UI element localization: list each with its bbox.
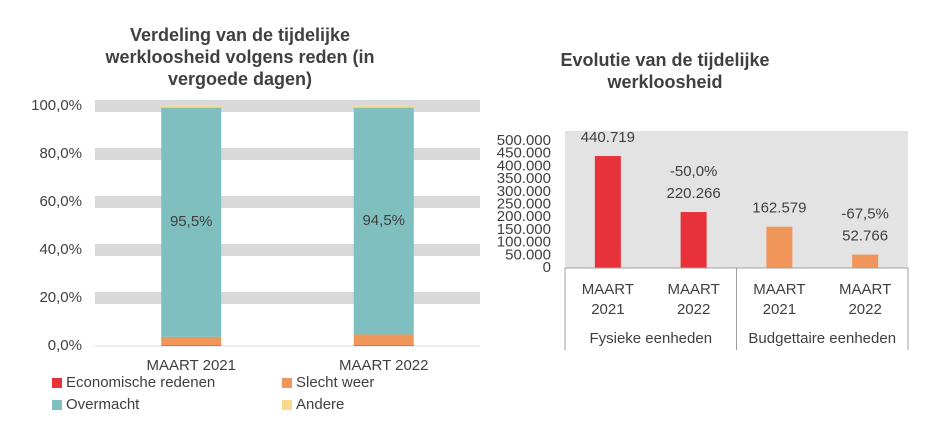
plot-area [565, 131, 908, 268]
y-tick-label: 400.000 [497, 157, 551, 174]
bar [594, 156, 621, 268]
annotation: -67,5% [841, 206, 889, 223]
bar-segment [353, 334, 414, 346]
bar-segment [161, 336, 222, 346]
y-tick-label: 40,0% [39, 241, 82, 258]
chart-title: Evolutie van de tijdelijke werkloosheid [560, 50, 770, 92]
y-tick-label: 0 [543, 259, 551, 276]
y-tick-label: 80,0% [39, 145, 82, 162]
y-tick-label: 500.000 [497, 132, 551, 149]
legend-label: Andere [296, 396, 344, 413]
legend-swatch [282, 400, 292, 410]
data-label: 220.266 [667, 185, 721, 202]
y-tick-label: 100.000 [497, 234, 551, 251]
x-tick-label: MAART 2022 [667, 281, 720, 318]
bar [766, 226, 793, 268]
y-tick-label: 150.000 [497, 221, 551, 238]
legend-swatch [52, 400, 62, 410]
y-tick-label: 300.000 [497, 183, 551, 200]
y-tick-label: 350.000 [497, 170, 551, 187]
data-label: 162.579 [752, 200, 806, 217]
y-tick-label: 250.000 [497, 195, 551, 212]
x-tick-label: MAART 2022 [839, 281, 892, 318]
legend-swatch [282, 378, 292, 388]
y-tick-label: 20,0% [39, 289, 82, 306]
bar [680, 212, 707, 268]
bar [852, 254, 879, 268]
group-label: Fysieke eenheden [589, 330, 713, 347]
x-tick-label: MAART 2021 [581, 281, 634, 318]
legend-label: Overmacht [66, 396, 140, 413]
chart-title: Verdeling van de tijdelijke werkloosheid… [105, 25, 375, 89]
data-label: 440.719 [581, 129, 635, 146]
bar-segment [353, 107, 414, 335]
data-label: 94,5% [362, 212, 405, 229]
x-tick-label: MAART 2021 [147, 357, 237, 374]
x-tick-label: MAART 2021 [753, 281, 806, 318]
legend-label: Slecht weer [296, 374, 374, 391]
y-tick-label: 60,0% [39, 193, 82, 210]
legend-label: Economische redenen [66, 374, 215, 391]
y-tick-label: 200.000 [497, 208, 551, 225]
y-tick-label: 50.000 [505, 246, 551, 263]
bar-segment [161, 107, 222, 337]
bar-segment [161, 106, 222, 108]
bar-segment [353, 345, 414, 346]
y-tick-label: 100,0% [31, 97, 82, 114]
annotation: -50,0% [670, 163, 718, 180]
group-label: Budgettaire eenheden [748, 330, 897, 347]
y-tick-label: 450.000 [497, 145, 551, 162]
data-label: 52.766 [842, 228, 888, 245]
x-tick-label: MAART 2022 [339, 357, 429, 374]
bar-segment [161, 345, 222, 346]
data-label: 95,5% [170, 213, 213, 230]
legend-swatch [52, 378, 62, 388]
bar-segment [353, 106, 414, 108]
y-tick-label: 0,0% [48, 337, 82, 354]
